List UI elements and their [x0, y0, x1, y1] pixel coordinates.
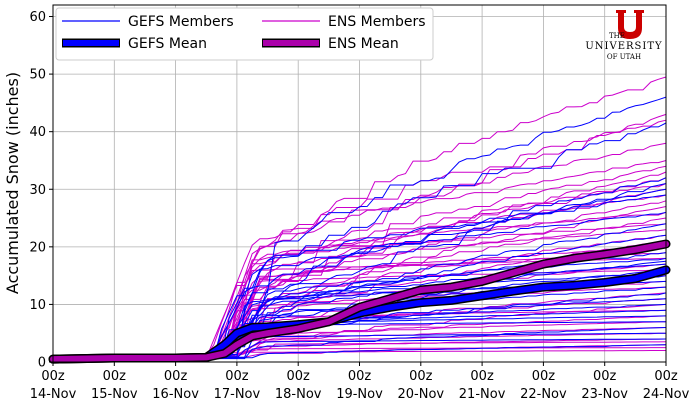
x-tick-label-date: 19-Nov — [336, 387, 383, 402]
mean-traces — [48, 239, 671, 364]
university-of-utah-logo: THE UNIVERSITY OF UTAH — [585, 10, 662, 61]
x-tick-label-date: 20-Nov — [397, 387, 444, 402]
x-tick-label-date: 17-Nov — [214, 387, 261, 402]
x-tick-label-time: 00z — [164, 369, 188, 384]
logo-line-the: THE — [609, 32, 625, 40]
x-tick-label-date: 24-Nov — [643, 387, 690, 402]
x-tick-label-time: 00z — [348, 369, 372, 384]
logo-line-of-utah: OF UTAH — [607, 53, 641, 61]
x-tick-label-time: 00z — [654, 369, 678, 384]
y-tick-label: 30 — [29, 183, 46, 198]
x-tick-label-time: 00z — [41, 369, 65, 384]
y-axis-ticks: 0 10 20 30 40 50 60 — [29, 10, 53, 371]
x-tick-label-time: 00z — [287, 369, 311, 384]
y-tick-label: 20 — [29, 240, 46, 255]
legend-label-gefs-mean: GEFS Mean — [128, 36, 207, 52]
x-tick-label-time: 00z — [532, 369, 556, 384]
x-tick-label-time: 00z — [225, 369, 249, 384]
x-tick-label-date: 16-Nov — [152, 387, 199, 402]
y-tick-label: 40 — [29, 125, 46, 140]
y-tick-label: 50 — [29, 68, 46, 83]
x-tick-label-date: 21-Nov — [459, 387, 506, 402]
legend-box — [55, 7, 434, 61]
logo-line-university: UNIVERSITY — [585, 41, 662, 52]
legend-label-gefs-members: GEFS Members — [128, 14, 234, 30]
ens-mean-line — [50, 241, 669, 363]
x-tick-label-date: 14-Nov — [30, 387, 77, 402]
x-axis-ticks: 00z 14-Nov 00z 15-Nov 00z 16-Nov 00z 17-Nov 00z 1… — [30, 362, 690, 402]
x-tick-label-time: 00z — [593, 369, 617, 384]
y-tick-label: 0 — [38, 356, 46, 371]
y-axis-label: Accumulated Snow (inches) — [3, 72, 22, 294]
y-tick-label: 60 — [29, 10, 46, 25]
x-tick-label-time: 00z — [470, 369, 494, 384]
x-tick-label-date: 22-Nov — [520, 387, 567, 402]
x-tick-label-time: 00z — [103, 369, 127, 384]
x-tick-label-date: 18-Nov — [275, 387, 322, 402]
legend-label-ens-members: ENS Members — [328, 14, 426, 30]
legend: GEFS Members ENS Members GEFS Mean ENS M… — [55, 7, 434, 61]
legend-label-ens-mean: ENS Mean — [328, 36, 399, 52]
x-tick-label-time: 00z — [409, 369, 433, 384]
x-tick-label-date: 15-Nov — [91, 387, 138, 402]
y-tick-label: 10 — [29, 298, 46, 313]
block-u-icon — [616, 10, 644, 39]
x-tick-label-date: 23-Nov — [581, 387, 628, 402]
